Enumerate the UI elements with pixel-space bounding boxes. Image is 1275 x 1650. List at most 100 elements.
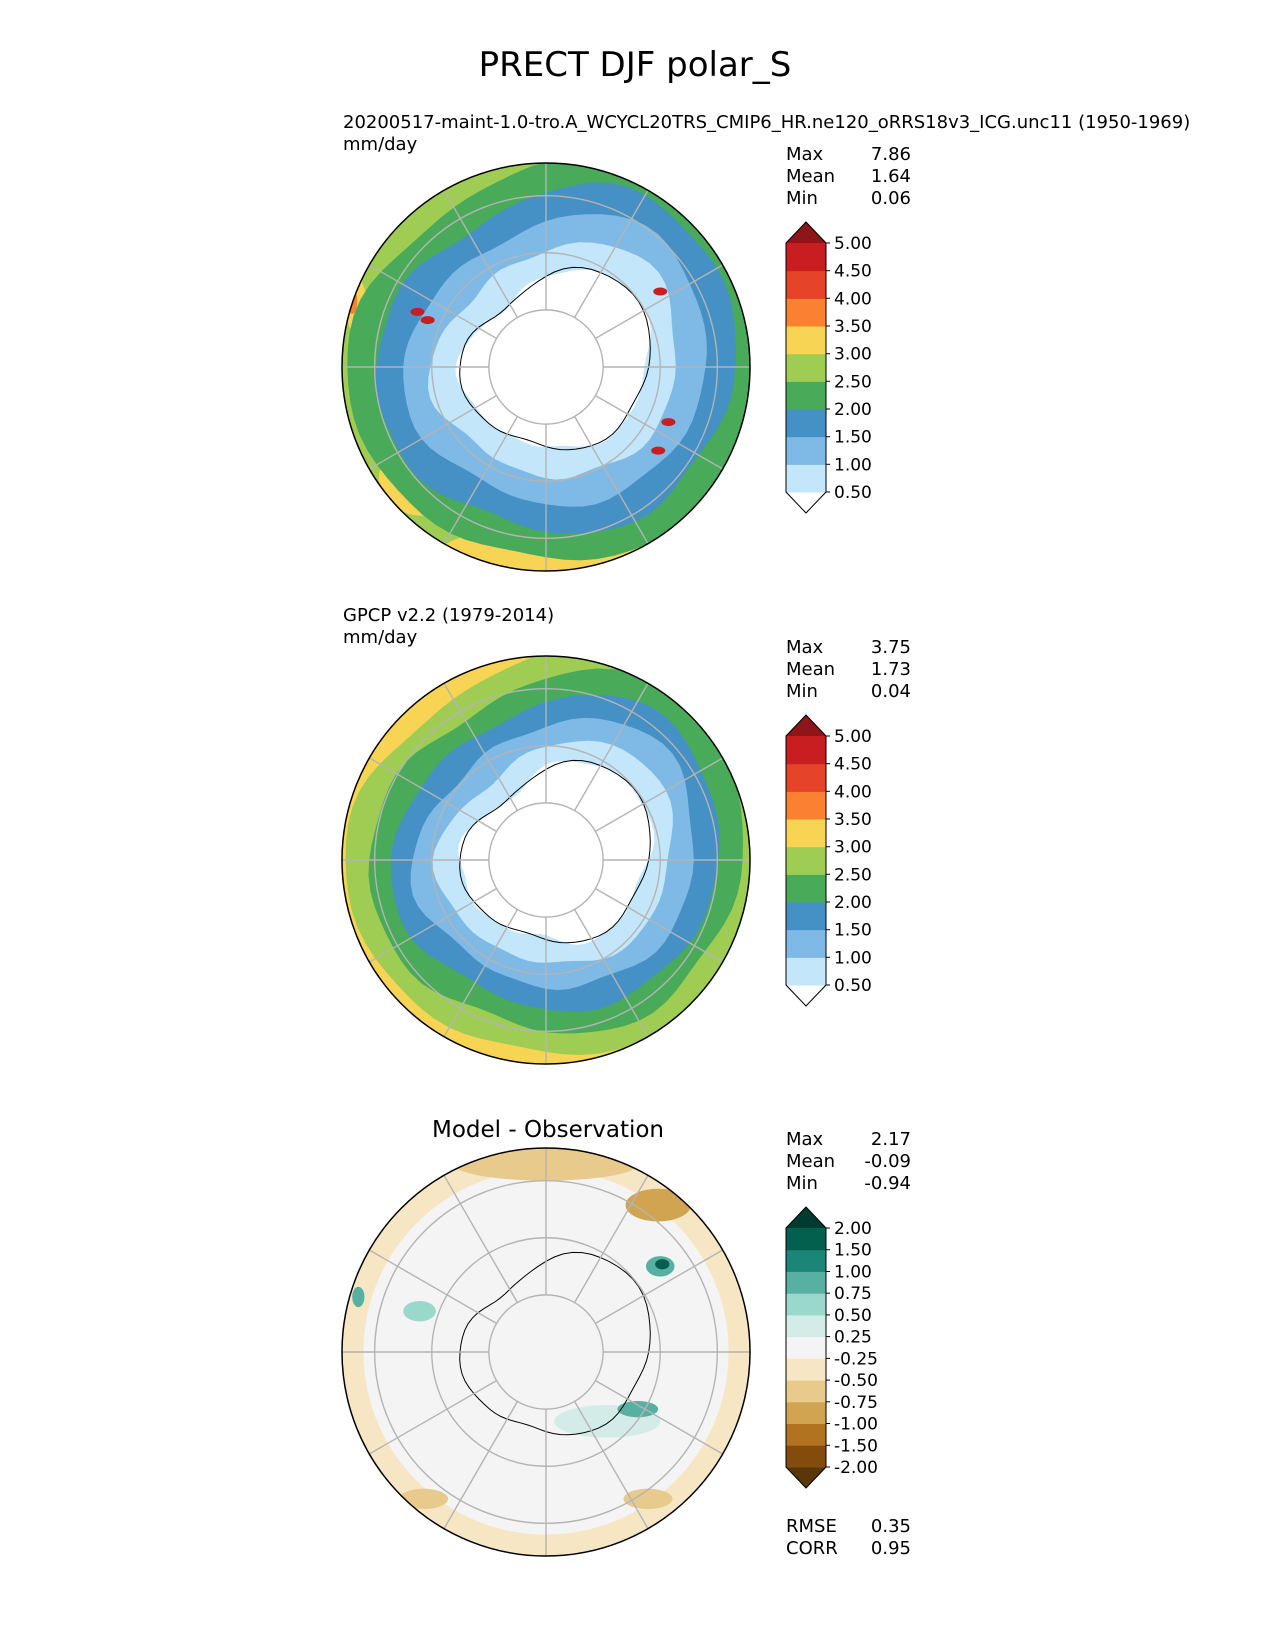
stat-label: Max: [786, 637, 824, 658]
colorbar-tick-label: 5.00: [834, 234, 872, 254]
colorbar-segment: [786, 222, 826, 243]
colorbar-segment: [786, 492, 826, 513]
figure-title: PRECT DJF polar_S: [479, 45, 792, 85]
stat-value: 7.86: [871, 144, 911, 165]
colorbar-tick-label: 2.50: [834, 865, 872, 885]
colorbar: -2.00-1.50-1.00-0.75-0.50-0.250.250.500.…: [785, 1206, 878, 1489]
colorbar-segment: [786, 464, 826, 493]
colorbar-tick-label: 1.50: [834, 428, 872, 448]
colorbar-segment: [786, 1358, 826, 1381]
colorbar-segment: [786, 326, 826, 355]
colorbar-tick-label: 1.00: [834, 1263, 872, 1283]
panel-observation: GPCP v2.2 (1979-2014) mm/day Max 3.75 Mean…: [341, 605, 911, 1065]
colorbar-segment: [786, 1228, 826, 1251]
colorbar-tick-label: 3.50: [834, 810, 872, 830]
panel-difference: Model - Observation Max 2.17 Mean -0.09 Min -…: [341, 1117, 911, 1559]
metric-label: RMSE: [786, 1516, 837, 1537]
longitude-gridline: [573, 189, 649, 318]
field-fill: [661, 418, 676, 427]
panel-subtitle: 20200517-maint-1.0-tro.A_WCYCL20TRS_CMIP…: [343, 112, 1190, 133]
field-fill: [623, 1488, 673, 1510]
colorbar-segment: [786, 243, 826, 272]
stat-label: Max: [786, 144, 824, 165]
stat-label: Mean: [786, 166, 835, 187]
stat-value: 0.04: [871, 681, 911, 702]
colorbar-tick-label: -0.75: [834, 1393, 878, 1413]
colorbar-tick-label: 1.50: [834, 921, 872, 941]
colorbar-tick-label: 1.00: [834, 948, 872, 968]
stat-value: 0.06: [871, 188, 911, 209]
stat-label: Min: [786, 188, 818, 209]
colorbar-segment: [786, 1249, 826, 1272]
colorbar-tick-label: -1.00: [834, 1415, 878, 1435]
longitude-gridline: [595, 264, 724, 340]
colorbar-tick-label: 0.50: [834, 976, 872, 996]
colorbar-segment: [786, 1445, 826, 1468]
longitude-gridline: [573, 682, 649, 811]
longitude-gridline: [595, 1249, 724, 1325]
colorbar-tick-label: 0.25: [834, 1328, 872, 1348]
longitude-gridline: [573, 1174, 649, 1303]
stat-label: Mean: [786, 1151, 835, 1172]
colorbar-tick-label: 4.00: [834, 782, 872, 802]
longitude-gridline: [443, 1174, 519, 1303]
stat-value: -0.09: [864, 1151, 911, 1172]
colorbar-segment: [786, 819, 826, 848]
colorbar-tick-label: 1.50: [834, 1241, 872, 1261]
panel-model: 20200517-maint-1.0-tro.A_WCYCL20TRS_CMIP…: [341, 112, 1190, 572]
longitude-gridline: [443, 416, 519, 545]
field-fill: [651, 446, 666, 455]
stats-block: Max 7.86 Mean 1.64 Min 0.06: [786, 144, 911, 209]
stat-value: 1.73: [871, 659, 911, 680]
colorbar-segment: [786, 763, 826, 792]
panel-units: mm/day: [343, 627, 418, 648]
field-fill: [617, 1400, 659, 1418]
map-boundary: [341, 655, 751, 1065]
colorbar-tick-label: 4.50: [834, 755, 872, 775]
colorbar-tick-label: 5.00: [834, 727, 872, 747]
colorbar-segment: [786, 902, 826, 931]
field-fill: [399, 1488, 449, 1510]
colorbar-segment: [786, 1314, 826, 1338]
stat-value: 2.17: [871, 1129, 911, 1150]
colorbar-tick-label: -1.50: [834, 1436, 878, 1456]
metric-value: 0.95: [871, 1538, 911, 1559]
field-fill: [352, 1286, 365, 1308]
colorbar-segment: [786, 929, 826, 958]
longitude-gridline: [595, 887, 724, 963]
colorbar-tick-label: 4.50: [834, 262, 872, 282]
field-fill: [403, 1301, 436, 1322]
colorbar-segment: [786, 985, 826, 1006]
stats-block: Max 3.75 Mean 1.73 Min 0.04: [786, 637, 911, 702]
colorbar-tick-label: 4.00: [834, 289, 872, 309]
field-fill: [458, 760, 655, 945]
colorbar-segment: [786, 270, 826, 299]
panel-title: Model - Observation: [432, 1117, 664, 1143]
colorbar-segment: [786, 1207, 826, 1228]
panel-units: mm/day: [343, 134, 418, 155]
panel-subtitle: GPCP v2.2 (1979-2014): [343, 605, 554, 626]
colorbar: 0.50 1.00 1.50 2.00 2.50 3.00 3.50 4.00 4.50 5.00: [785, 714, 872, 1007]
colorbar-tick-label: 0.50: [834, 1306, 872, 1326]
longitude-gridline: [443, 1401, 519, 1530]
colorbar-tick-label: -0.25: [834, 1349, 878, 1369]
colorbar-segment: [786, 874, 826, 903]
colorbar-segment: [786, 1293, 826, 1316]
longitude-gridline: [595, 757, 724, 833]
colorbar-segment: [786, 1423, 826, 1446]
stat-label: Max: [786, 1129, 824, 1150]
longitude-gridline: [595, 1379, 724, 1455]
stat-value: 3.75: [871, 637, 911, 658]
metric-value: 0.35: [871, 1516, 911, 1537]
field-fill: [653, 287, 668, 296]
stat-label: Min: [786, 681, 818, 702]
stat-label: Min: [786, 1173, 818, 1194]
colorbar-segment: [786, 957, 826, 986]
colorbar: 0.50 1.00 1.50 2.00 2.50 3.00 3.50 4.00 4.50 5.00: [785, 221, 872, 514]
longitude-gridline: [573, 909, 649, 1038]
colorbar-tick-label: -2.00: [834, 1458, 878, 1478]
longitude-gridline: [368, 394, 497, 470]
longitude-gridline: [573, 416, 649, 545]
colorbar-segment: [786, 736, 826, 765]
